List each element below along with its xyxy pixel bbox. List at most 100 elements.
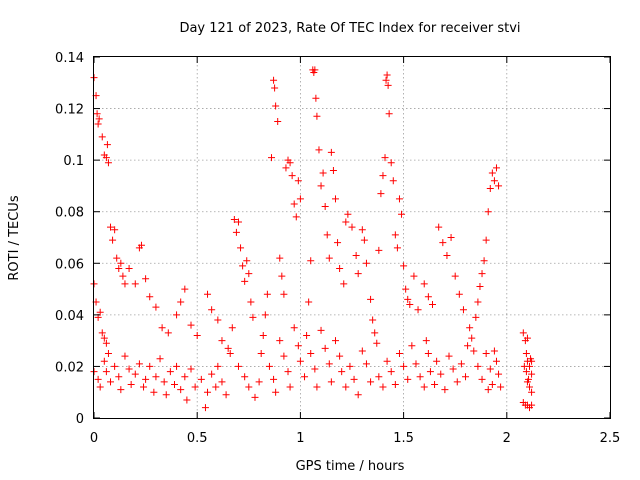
data-point bbox=[166, 368, 174, 376]
data-point bbox=[282, 164, 290, 172]
data-point bbox=[526, 383, 534, 391]
data-point bbox=[488, 380, 496, 388]
data-point bbox=[486, 185, 494, 193]
data-point bbox=[241, 277, 249, 285]
data-point bbox=[420, 280, 428, 288]
data-point bbox=[311, 66, 319, 74]
data-point bbox=[276, 337, 284, 345]
data-point bbox=[115, 264, 123, 272]
data-point bbox=[490, 347, 498, 355]
data-point bbox=[243, 257, 251, 265]
data-point bbox=[218, 378, 226, 386]
data-point bbox=[115, 373, 123, 381]
data-point bbox=[369, 316, 377, 324]
data-point bbox=[93, 110, 101, 118]
data-point bbox=[404, 295, 412, 303]
data-point bbox=[336, 352, 344, 360]
data-point bbox=[406, 301, 414, 309]
data-point bbox=[315, 146, 323, 154]
data-point bbox=[336, 264, 344, 272]
data-point bbox=[251, 393, 259, 401]
data-point bbox=[482, 236, 490, 244]
data-point bbox=[177, 298, 185, 306]
data-point bbox=[204, 290, 212, 298]
data-point bbox=[327, 148, 335, 156]
data-point bbox=[290, 200, 298, 208]
data-point bbox=[523, 334, 531, 342]
data-point bbox=[280, 352, 288, 360]
data-point bbox=[482, 350, 490, 358]
data-point bbox=[111, 362, 119, 370]
data-point bbox=[222, 391, 230, 399]
data-point bbox=[478, 270, 486, 278]
data-point bbox=[102, 368, 110, 376]
data-point bbox=[317, 182, 325, 190]
data-point bbox=[439, 239, 447, 247]
data-point bbox=[307, 350, 315, 358]
data-point bbox=[325, 360, 333, 368]
data-point bbox=[410, 272, 418, 280]
data-point bbox=[486, 365, 494, 373]
data-point bbox=[305, 298, 313, 306]
data-point bbox=[102, 154, 110, 162]
grid-lines bbox=[94, 57, 610, 418]
data-point bbox=[362, 360, 370, 368]
data-point bbox=[468, 334, 476, 342]
data-point bbox=[495, 182, 503, 190]
data-point bbox=[98, 329, 106, 337]
data-point bbox=[271, 84, 279, 92]
data-point bbox=[325, 254, 333, 262]
data-point bbox=[400, 362, 408, 370]
data-point bbox=[311, 365, 319, 373]
data-point bbox=[270, 375, 278, 383]
data-point bbox=[296, 195, 304, 203]
data-point bbox=[113, 254, 121, 262]
data-point bbox=[522, 368, 530, 376]
data-point bbox=[389, 177, 397, 185]
data-point bbox=[354, 391, 362, 399]
data-point bbox=[218, 337, 226, 345]
data-point bbox=[249, 313, 257, 321]
data-point bbox=[528, 401, 536, 409]
data-point bbox=[404, 375, 412, 383]
data-point bbox=[424, 350, 432, 358]
data-point bbox=[445, 352, 453, 360]
data-point bbox=[286, 383, 294, 391]
data-point bbox=[102, 339, 110, 347]
data-point bbox=[321, 344, 329, 352]
data-point bbox=[383, 357, 391, 365]
data-point bbox=[426, 368, 434, 376]
data-point bbox=[474, 362, 482, 370]
y-tick-labels: 0 0.02 0.04 0.06 0.08 0.1 0.12 0.14 bbox=[55, 51, 84, 427]
data-point bbox=[313, 383, 321, 391]
data-point bbox=[230, 215, 238, 223]
data-point bbox=[290, 324, 298, 332]
data-point bbox=[268, 154, 276, 162]
data-point bbox=[323, 231, 331, 239]
data-point bbox=[142, 275, 150, 283]
data-point bbox=[286, 159, 294, 167]
data-point bbox=[447, 234, 455, 241]
data-point bbox=[528, 370, 536, 378]
data-point bbox=[270, 76, 278, 84]
data-point bbox=[449, 365, 457, 373]
data-point bbox=[375, 373, 383, 381]
data-point bbox=[358, 226, 366, 234]
data-point bbox=[96, 383, 104, 391]
data-point bbox=[177, 386, 185, 394]
data-point bbox=[127, 380, 135, 388]
data-point bbox=[350, 375, 358, 383]
data-point bbox=[466, 324, 474, 332]
data-point bbox=[272, 102, 280, 110]
y-tick-label: 0 bbox=[76, 412, 84, 427]
data-point bbox=[387, 159, 395, 167]
data-point bbox=[117, 259, 125, 267]
data-point bbox=[373, 339, 381, 347]
data-point bbox=[191, 383, 199, 391]
data-point bbox=[228, 324, 236, 332]
data-point bbox=[375, 246, 383, 254]
data-point bbox=[150, 388, 158, 396]
data-point bbox=[208, 370, 216, 378]
data-point bbox=[334, 239, 342, 247]
data-point bbox=[156, 355, 164, 363]
